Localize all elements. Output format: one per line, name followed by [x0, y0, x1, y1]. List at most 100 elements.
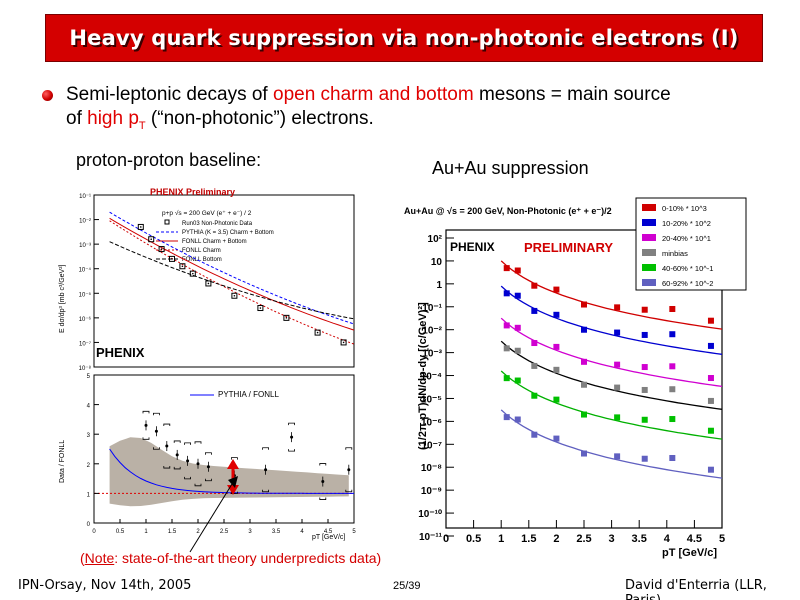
auau-fit-curve [500, 285, 723, 355]
ratio-syst-bracket [194, 441, 202, 487]
auau-data-point [531, 340, 538, 347]
auau-data-point [669, 305, 676, 312]
note-line: (Note: state-of-the-art theory underpred… [80, 550, 382, 566]
auau-xtick-label: 2.5 [576, 533, 591, 545]
pp-data-point-center [140, 226, 142, 228]
auau-xtick-label: 4 [664, 533, 671, 545]
auau-ytick-label: 10⁻³ [422, 349, 442, 360]
auau-data-point [669, 416, 676, 423]
ratio-xtick-label: 3 [248, 529, 252, 535]
auau-data-point [669, 363, 676, 370]
ratio-xtick-label: 3.5 [272, 529, 281, 535]
auau-data-point [614, 414, 621, 421]
auau-data-point [531, 282, 538, 289]
auau-data-point [503, 375, 510, 382]
ratio-syst-bracket [288, 422, 295, 452]
auau-xlabel: pT [GeV/c] [662, 547, 717, 559]
auau-legend-swatch [642, 249, 656, 256]
auau-data-point [553, 286, 560, 293]
auau-legend-swatch [642, 204, 656, 211]
ratio-ytick-label: 2 [87, 463, 91, 469]
ratio-data-point [186, 459, 190, 463]
auau-data-point [669, 386, 676, 393]
auau-legend-label: minbias [662, 249, 688, 258]
auau-data-point [581, 381, 587, 388]
auau-data-point [514, 416, 521, 423]
auau-data-point [553, 311, 560, 318]
pp-data-point [205, 280, 212, 287]
auau-ytick-label: 10⁻¹ [422, 303, 442, 314]
ratio-syst-bracket [142, 410, 150, 440]
auau-data-point [553, 366, 560, 373]
ratio-data-point [196, 462, 200, 466]
auau-data-point [531, 431, 538, 438]
auau-data-point [514, 267, 521, 274]
auau-title: Au+Au @ √s = 200 GeV, Non-Photonic (e⁺ +… [404, 206, 612, 216]
footer-venue: IPN-Orsay, Nov 14th, 2005 [18, 578, 192, 593]
ratio-data-point [175, 453, 179, 457]
pp-figure: PHENIX Preliminary p+p √s = 200 GeV (e⁺ … [50, 183, 370, 543]
auau-data-point [614, 329, 621, 336]
pp-data-point-center [259, 307, 262, 309]
auau-xtick-label: 2 [553, 533, 559, 545]
auau-data-point [641, 306, 648, 313]
auau-data-point [553, 396, 560, 403]
auau-data-point [514, 347, 521, 354]
auau-xtick-label: 1.5 [521, 533, 536, 545]
ratio-xtick-label: 0.5 [116, 529, 125, 535]
pp-data-point-center [285, 317, 288, 319]
auau-legend-swatch [642, 219, 656, 226]
ratio-syst-bracket [319, 463, 327, 500]
auau-data-point [581, 326, 587, 333]
auau-data-point [503, 322, 510, 329]
ratio-syst-bracket [173, 440, 181, 470]
auau-data-point [553, 435, 560, 442]
auau-legend-label: 40-60% * 10^-1 [662, 264, 713, 273]
ratio-syst-bracket [262, 447, 269, 493]
auau-data-point [581, 301, 587, 308]
ratio-syst-bracket [163, 423, 171, 469]
auau-ytick-label: 10⁻⁴ [421, 372, 442, 383]
auau-ytick-label: 10⁻⁶ [421, 417, 442, 428]
ratio-xtick-label: 5 [352, 529, 356, 535]
auau-data-point [641, 364, 648, 371]
pp-legend-marker [164, 219, 170, 225]
auau-ytick-label: 10 [431, 257, 443, 268]
pp-ylabel: E dσ/dp³ [mb c³/GeV²] [59, 264, 66, 333]
ratio-xtick-label: 4.5 [324, 529, 333, 535]
auau-legend-swatch [642, 279, 656, 286]
ratio-xtick-label: 1 [144, 529, 148, 535]
ratio-data-point [264, 468, 268, 472]
ratio-red-arrowhead-up [227, 459, 239, 469]
auau-data-point [641, 416, 648, 423]
ratio-syst-bracket [205, 452, 212, 482]
ratio-syst-bracket [231, 457, 238, 495]
ratio-data-point [144, 423, 148, 427]
pp-ytick-label: 10⁻⁴ [79, 267, 92, 274]
auau-xtick-label: 3.5 [632, 533, 647, 545]
pp-curve-3 [109, 241, 355, 320]
bullet-text: Semi-leptonic decays of open charm and b… [66, 84, 671, 132]
auau-xtick-label: 5 [719, 533, 725, 545]
auau-data-point [669, 331, 676, 338]
pp-legend-label: Run03 Non-Photonic Data [182, 221, 253, 227]
pp-ytick-label: 10⁻⁷ [79, 340, 91, 347]
auau-ytick-label: 10⁻⁵ [421, 394, 442, 405]
auau-data-point [581, 450, 587, 457]
auau-data-point [669, 454, 676, 461]
caption-pp: proton-proton baseline: [76, 150, 262, 170]
auau-data-point [641, 455, 648, 462]
ratio-syst-bracket [153, 412, 160, 450]
pp-curve-2 [109, 220, 355, 345]
auau-data-point [531, 307, 538, 314]
auau-legend-box [635, 197, 747, 291]
auau-xtick-label: 0.5 [466, 533, 481, 545]
pp-legend-label: FONLL Charm + Bottom [182, 239, 247, 245]
slide-title-bar: Heavy quark suppression via non-photonic… [45, 14, 763, 62]
ratio-ytick-label: 1 [87, 492, 91, 498]
pp-data-point [257, 305, 264, 312]
pp-data-point [158, 246, 165, 253]
ratio-ytick-label: 4 [87, 404, 91, 410]
auau-data-point [614, 384, 621, 391]
auau-data-point [614, 304, 621, 311]
